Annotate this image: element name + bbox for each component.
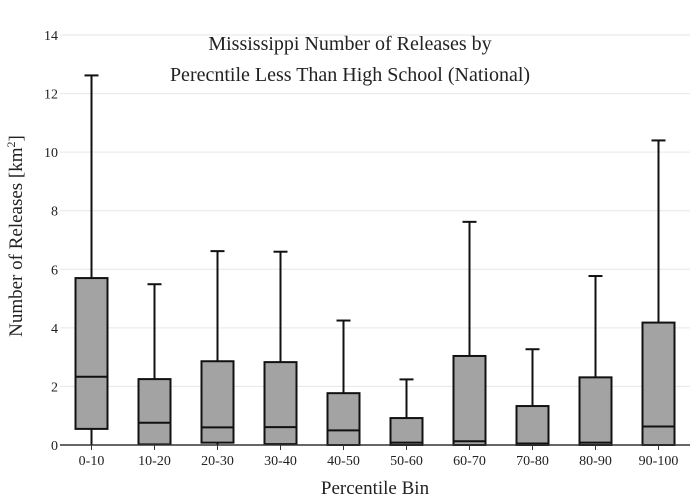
box-30-40: [263, 250, 298, 446]
box-10-20: [137, 283, 172, 446]
y-axis-title-main: Number of Releases [km: [6, 147, 27, 337]
box-iqr: [578, 376, 613, 447]
y-tick-label: 4: [51, 322, 58, 337]
x-tick-labels: 0-10 10-20 20-30 30-40 40-50 50-60 60-70 70-80 8…: [79, 445, 679, 469]
chart-title-line-1: Mississippi Number of Releases by: [208, 33, 491, 55]
chart-title-line-2: Perecntile Less Than High School (Nation…: [170, 64, 530, 86]
y-tick-label: 0: [51, 439, 58, 454]
x-axis-title: Percentile Bin: [321, 478, 430, 499]
y-tick-label: 10: [44, 146, 58, 161]
box-90-100: [641, 139, 676, 447]
box-iqr: [326, 392, 361, 446]
y-axis-title: Number of Releases [km2]: [4, 135, 27, 337]
x-tick-label: 60-70: [453, 454, 486, 469]
box-iqr: [389, 417, 424, 446]
box-iqr: [137, 378, 172, 446]
box-20-30: [200, 250, 235, 445]
y-tick-label: 2: [51, 380, 58, 395]
box-0-10: [74, 74, 109, 445]
x-tick-label: 10-20: [138, 454, 171, 469]
box-70-80: [515, 348, 550, 446]
x-tick-label: 20-30: [201, 454, 234, 469]
box-iqr: [200, 360, 235, 444]
x-tick-label: 0-10: [79, 454, 105, 469]
box-iqr: [641, 321, 676, 447]
x-tick-label: 30-40: [264, 454, 297, 469]
y-tick-label: 14: [44, 29, 58, 44]
x-tick-label: 70-80: [516, 454, 549, 469]
box-80-90: [578, 275, 613, 447]
y-axis-title-superscript: 2: [4, 141, 18, 147]
y-tick-label: 8: [51, 205, 58, 220]
box-50-60: [389, 378, 424, 446]
x-tick-label: 90-100: [639, 454, 679, 469]
box-iqr: [452, 354, 487, 447]
y-tick-label: 12: [44, 88, 58, 103]
x-tick-label: 80-90: [579, 454, 612, 469]
x-tick-label: 40-50: [327, 454, 360, 469]
y-tick-labels: 0 2 4 6 8 10 12 14: [44, 29, 58, 454]
x-tick-label: 50-60: [390, 454, 423, 469]
box-iqr: [263, 361, 298, 446]
y-axis-title-tail: ]: [6, 135, 27, 141]
box-iqr: [515, 405, 550, 446]
y-tick-label: 6: [51, 263, 58, 278]
boxes: [74, 74, 676, 447]
box-iqr: [74, 277, 109, 430]
